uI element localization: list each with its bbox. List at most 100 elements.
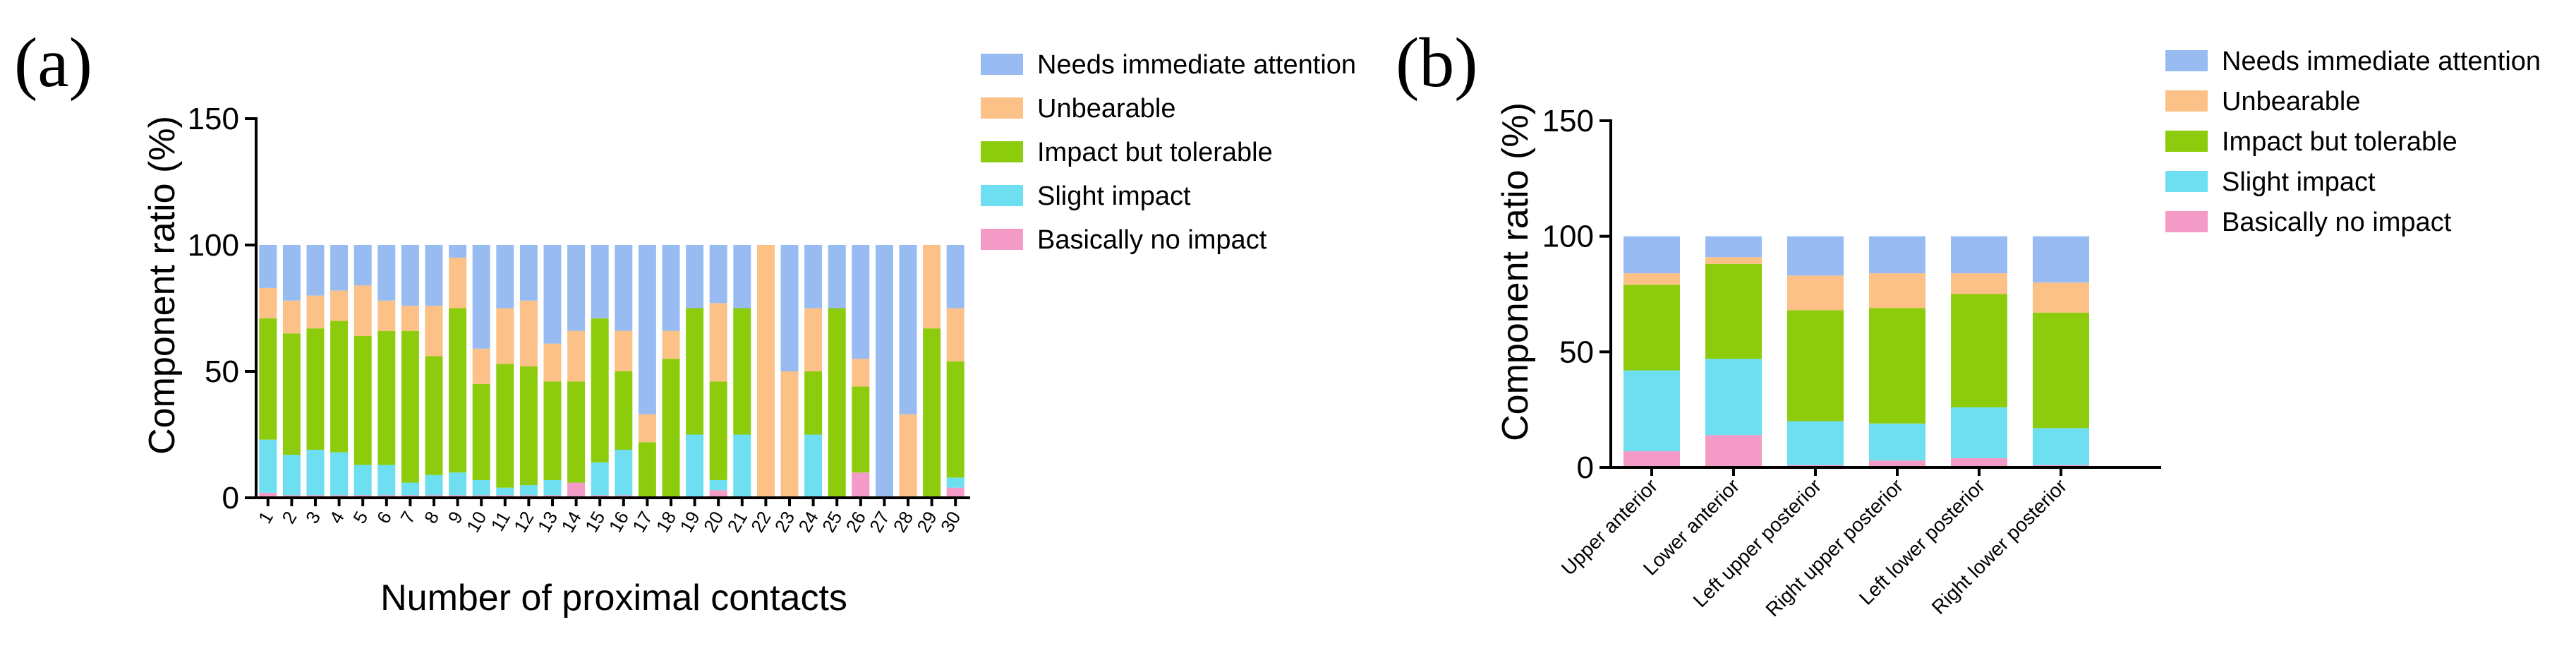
panel-b-bar-3-series-2 (1787, 310, 1844, 422)
panel-a-bar-3-series-3 (306, 295, 325, 329)
panel-a-x-ticks: 1 2 3 4 5 6 7 8 91011121314151617181920212223242… (254, 498, 965, 536)
panel-b-legend-swatch (2165, 211, 2208, 232)
panel-b-bar-5-series-3 (1951, 273, 2007, 294)
panel-a-legend-label: Needs immediate attention (1037, 50, 1356, 80)
panel-b-label: (b) (1396, 23, 1478, 102)
panel-a-x-tick-label: 7 (396, 508, 419, 527)
panel-a-x-tick-label: 6 (373, 508, 396, 527)
panel-a-bar-30-series-4 (946, 245, 965, 309)
panel-b-legend-label: Basically no impact (2222, 208, 2452, 237)
panel-a-bar-2-series-4 (282, 245, 301, 301)
panel-a-legend-label: Unbearable (1037, 94, 1175, 124)
panel-a-bar-4-series-2 (330, 321, 349, 453)
panel-a-bar-10-series-2 (472, 383, 490, 480)
panel-a-x-tick-label: 21 (723, 508, 751, 536)
panel-a-bar-8-series-1 (425, 474, 443, 496)
panel-a-bar-13-series-3 (543, 343, 562, 382)
panel-a-x-tick-label: 30 (936, 508, 965, 536)
panel-a-x-tick-label: 26 (842, 508, 870, 536)
panel-a-bar-6-series-1 (377, 465, 396, 496)
panel-a-bar-2-series-3 (282, 300, 301, 334)
panel-a-bar-18-series-3 (662, 330, 680, 359)
panel-a-bar-13-series-1 (543, 479, 562, 496)
panel-a-x-tick-label: 4 (325, 508, 349, 527)
panel-a-bar-16-series-4 (615, 245, 633, 331)
panel-b-y-tick-label: 0 (1577, 450, 1594, 485)
panel-b-y-tick-label: 100 (1542, 220, 1594, 254)
panel-b-x-tick-label: Right lower posterior (1928, 474, 2071, 618)
panel-a-bar-14-series-0 (567, 482, 586, 498)
panel-a-bar-11-series-2 (496, 364, 514, 488)
panel-a-bar-25-series-4 (828, 245, 846, 309)
panel-b-bar-3-series-3 (1787, 275, 1844, 311)
panel-a-bar-12-series-1 (519, 485, 538, 496)
panel-a-x-tick-label: 11 (487, 508, 514, 534)
panel-a-bar-7-series-3 (401, 305, 419, 331)
panel-a-bar-30-series-1 (946, 477, 965, 488)
panel-b-y-tick-label: 50 (1559, 335, 1594, 369)
panel-a-bar-2-series-2 (282, 333, 301, 455)
panel-a-x-tick-label: 3 (301, 508, 325, 527)
panel-a-y-tick-label: 150 (188, 102, 239, 136)
panel-a-bar-24-series-2 (804, 371, 823, 435)
panel-a-bar-1-series-2 (259, 318, 277, 440)
panel-b-legend-label: Impact but tolerable (2222, 127, 2457, 157)
panel-a-bar-16-series-2 (615, 371, 633, 450)
panel-b-bar-6-series-3 (2033, 282, 2089, 313)
panel-b-bar-6-series-2 (2033, 312, 2089, 429)
panel-b-bars (1623, 236, 2089, 467)
panel-b-y-ticks: 0 50 100 150 (1542, 104, 1611, 485)
panel-a-bar-1-series-0 (259, 492, 277, 498)
panel-b-bar-1-series-2 (1623, 285, 1680, 371)
panel-a-bar-20-series-3 (709, 303, 727, 382)
panel-b-bar-2-series-2 (1705, 263, 1762, 359)
panel-b-bar-2-series-4 (1705, 236, 1762, 258)
panel-a-bar-9-series-4 (449, 245, 467, 258)
panel-a-bar-6-series-4 (377, 245, 396, 301)
panel-b-bar-1-series-4 (1623, 236, 1680, 274)
panel-b-bar-1-series-3 (1623, 273, 1680, 285)
panel-a-bar-16-series-1 (615, 449, 633, 496)
panel-a-bar-9-series-3 (449, 257, 467, 309)
panel-b-bar-4-series-4 (1869, 236, 1925, 274)
panel-a-bar-10-series-3 (472, 348, 490, 384)
panel-a-bar-16-series-3 (615, 330, 633, 371)
panel-a-x-tick-label: 29 (912, 508, 941, 536)
panel-a-bar-4-series-3 (330, 290, 349, 321)
panel-a-bar-13-series-2 (543, 381, 562, 480)
panel-a-bar-7-series-4 (401, 245, 419, 306)
panel-a-x-tick-label: 27 (865, 508, 893, 536)
panel-a-bar-23-series-4 (780, 245, 799, 371)
panel-a-x-tick-label: 23 (770, 508, 799, 536)
panel-a-bar-28-series-4 (899, 245, 917, 414)
panel-a-bar-24-series-4 (804, 245, 823, 309)
panel-a-bar-21-series-1 (733, 434, 751, 498)
panel-a-bar-9-series-2 (449, 308, 467, 473)
panel-a-bar-23-series-3 (780, 371, 799, 498)
panel-a-legend-swatch (981, 54, 1023, 75)
panel-a-bar-10-series-4 (472, 245, 490, 349)
panel-a-legend: Needs immediate attention Unbearable Impac… (981, 50, 1356, 255)
panel-a-legend-label: Basically no impact (1037, 225, 1267, 255)
panel-a-x-tick-label: 13 (533, 508, 562, 536)
panel-a-y-ticks: 0 50 100 150 (188, 102, 256, 515)
panel-a-bar-8-series-3 (425, 305, 443, 357)
panel-b-bar-5-series-4 (1951, 236, 2007, 274)
panel-b-y-axis-title: Component ratio (%) (1495, 102, 1536, 441)
panel-b-x-tick-label: Right upper posterior (1761, 474, 1907, 621)
panel-a-bar-3-series-4 (306, 245, 325, 296)
panel-b-bar-4-series-0 (1869, 460, 1925, 467)
panel-b-bar-1-series-0 (1623, 451, 1680, 467)
panel-b-bar-4-series-2 (1869, 308, 1925, 424)
panel-a-bar-26-series-0 (852, 472, 870, 498)
panel-a-x-tick-label: 12 (509, 508, 538, 536)
panel-a-x-tick-label: 2 (277, 508, 301, 527)
panel-a-bar-26-series-3 (852, 359, 870, 387)
panel-a-bar-24-series-1 (804, 434, 823, 498)
panel-a-x-tick-label: 8 (420, 508, 443, 527)
panel-a-legend-swatch (981, 141, 1023, 162)
panel-a-bar-6-series-3 (377, 300, 396, 331)
panel-a-bar-15-series-1 (591, 462, 609, 496)
panel-a-bar-6-series-2 (377, 330, 396, 465)
panel-a-bar-13-series-4 (543, 245, 562, 344)
